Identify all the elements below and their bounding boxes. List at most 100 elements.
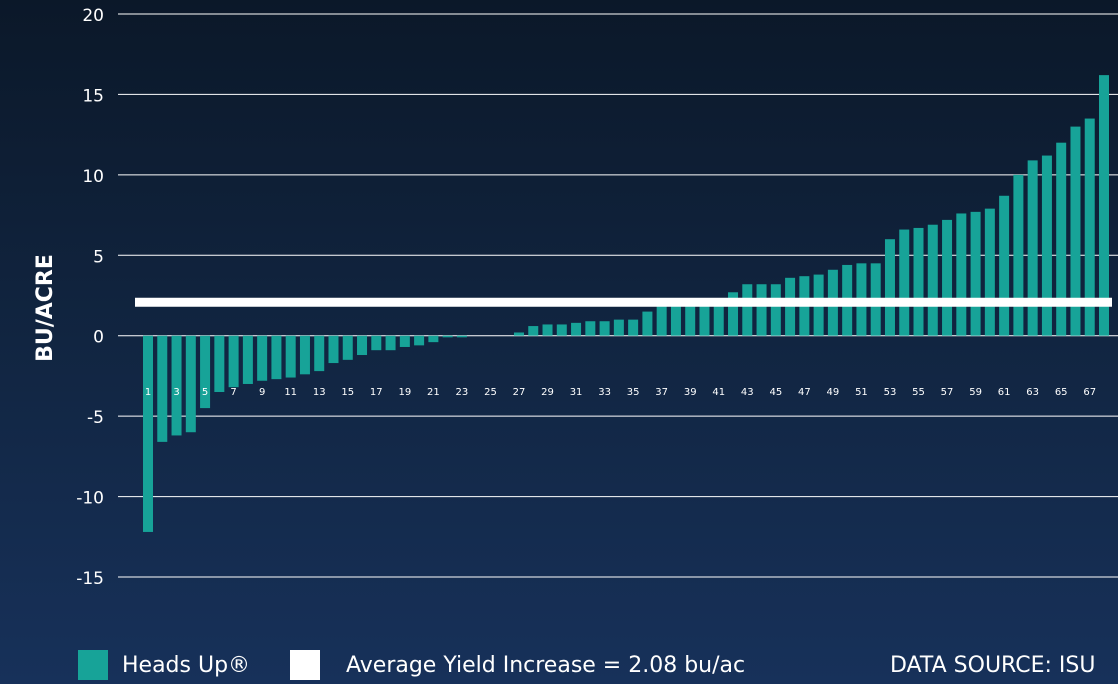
x-tick-label: 55 (912, 387, 925, 398)
bar (285, 335, 296, 378)
bar (970, 211, 981, 336)
bar (1056, 142, 1067, 336)
bar (214, 335, 225, 393)
x-tick-label: 37 (655, 387, 668, 398)
bar (1099, 75, 1109, 336)
x-tick-label: 33 (598, 387, 611, 398)
x-tick-label: 13 (313, 387, 326, 398)
bar (314, 335, 325, 372)
bar (642, 311, 653, 336)
bar (542, 324, 553, 336)
x-tick-label: 45 (769, 387, 782, 398)
y-tick-label: -10 (76, 489, 104, 509)
y-tick-label: 15 (82, 86, 104, 106)
bar (585, 321, 596, 336)
y-tick-label: -15 (76, 569, 104, 589)
bar (157, 335, 168, 442)
y-axis-label: BU/ACRE (33, 254, 58, 362)
x-tick-label: 27 (513, 387, 526, 398)
bar (328, 335, 339, 364)
bar (442, 335, 453, 338)
bar (1013, 174, 1024, 336)
bar (171, 335, 182, 436)
bar (271, 335, 282, 380)
x-tick-label: 63 (1026, 387, 1039, 398)
x-tick-label: 21 (427, 387, 440, 398)
bar (556, 324, 567, 336)
x-tick-label: 41 (712, 387, 725, 398)
bar (899, 229, 910, 336)
bar (200, 335, 211, 409)
y-tick-label: 0 (93, 328, 104, 348)
legend-swatch (290, 650, 320, 680)
x-tick-label: 53 (884, 387, 897, 398)
y-tick-label: -5 (87, 408, 104, 428)
bar (942, 219, 953, 336)
bar (770, 284, 781, 336)
x-tick-label: 17 (370, 387, 383, 398)
x-tick-label: 59 (969, 387, 982, 398)
bar (884, 239, 895, 336)
bar (228, 335, 239, 388)
x-tick-label: 51 (855, 387, 868, 398)
x-tick-label: 19 (398, 387, 411, 398)
x-tick-label: 9 (259, 387, 265, 398)
bar (428, 335, 439, 343)
legend-label: Heads Up® (122, 653, 250, 678)
bar (956, 213, 967, 336)
bar (613, 319, 624, 336)
bar (728, 292, 739, 336)
y-tick-label: 20 (82, 6, 104, 26)
bar (242, 335, 253, 384)
bar (357, 335, 368, 356)
bar (913, 227, 924, 336)
x-tick-label: 3 (173, 387, 179, 398)
x-tick-label: 7 (230, 387, 236, 398)
bar (999, 195, 1010, 336)
x-tick-label: 49 (827, 387, 840, 398)
y-tick-label: 10 (82, 167, 104, 187)
bar (685, 301, 696, 336)
bar (1070, 126, 1081, 336)
bar (656, 305, 667, 336)
source: DATA SOURCE: ISU (890, 653, 1095, 678)
x-tick-label: 43 (741, 387, 754, 398)
bar (571, 322, 582, 336)
legend-swatch (78, 650, 108, 680)
bar (371, 335, 382, 351)
x-tick-label: 11 (284, 387, 297, 398)
bar (699, 300, 710, 336)
x-tick-label: 57 (941, 387, 954, 398)
bar (927, 224, 938, 336)
x-tick-label: 67 (1083, 387, 1096, 398)
x-tick-label: 31 (570, 387, 583, 398)
x-tick-label: 15 (341, 387, 354, 398)
bar (628, 319, 639, 336)
bar (756, 284, 767, 336)
bar (984, 208, 995, 336)
x-tick-label: 5 (202, 387, 208, 398)
bar (414, 335, 425, 346)
bar (385, 335, 396, 351)
bar (342, 335, 353, 360)
bar (399, 335, 410, 347)
bar (599, 321, 610, 336)
bar (143, 335, 153, 532)
y-tick-label: 5 (93, 247, 104, 267)
bar (257, 335, 268, 381)
bar (742, 284, 753, 336)
bar (713, 300, 724, 336)
x-tick-label: 65 (1055, 387, 1068, 398)
x-tick-label: 61 (998, 387, 1011, 398)
bar (1027, 160, 1038, 336)
x-tick-label: 39 (684, 387, 697, 398)
legend-label: Average Yield Increase = 2.08 bu/ac (346, 653, 745, 678)
bar (513, 332, 524, 336)
bar (456, 335, 467, 338)
bar (185, 335, 196, 433)
bar (670, 301, 681, 336)
bar (785, 277, 796, 336)
x-tick-label: 23 (456, 387, 469, 398)
x-tick-label: 47 (798, 387, 811, 398)
